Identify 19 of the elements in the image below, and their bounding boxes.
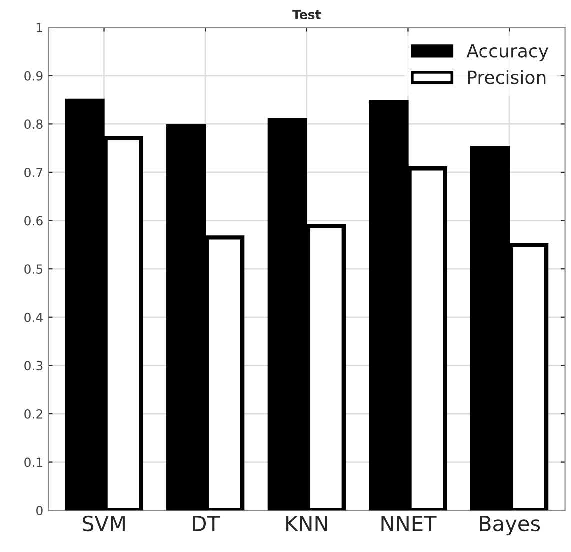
y-tick-label: 0 bbox=[36, 506, 43, 516]
y-tick-label: 0.1 bbox=[24, 458, 43, 468]
y-tick-label: 0.2 bbox=[24, 409, 42, 419]
y-tick-label: 1 bbox=[37, 23, 43, 32]
x-tick-label: SVM bbox=[82, 516, 125, 532]
chart-title: Test bbox=[292, 10, 322, 20]
legend-label: Accuracy bbox=[466, 44, 548, 62]
y-tick-label: 0.6 bbox=[24, 216, 43, 226]
x-tick-label: NNET bbox=[382, 516, 437, 532]
y-tick-label: 0.9 bbox=[24, 71, 43, 81]
y-tick-label: 0.5 bbox=[24, 264, 43, 274]
x-tick-label: Bayes bbox=[480, 516, 540, 536]
y-tick-label: 0.3 bbox=[24, 361, 43, 371]
x-tick-label: DT bbox=[193, 516, 220, 532]
y-tick-label: 0.7 bbox=[24, 168, 43, 178]
y-tick-label: 0.8 bbox=[24, 120, 43, 130]
legend-label: Precision bbox=[468, 70, 546, 84]
x-tick-label: KNN bbox=[286, 516, 328, 532]
y-tick-label: 0.4 bbox=[24, 312, 43, 322]
